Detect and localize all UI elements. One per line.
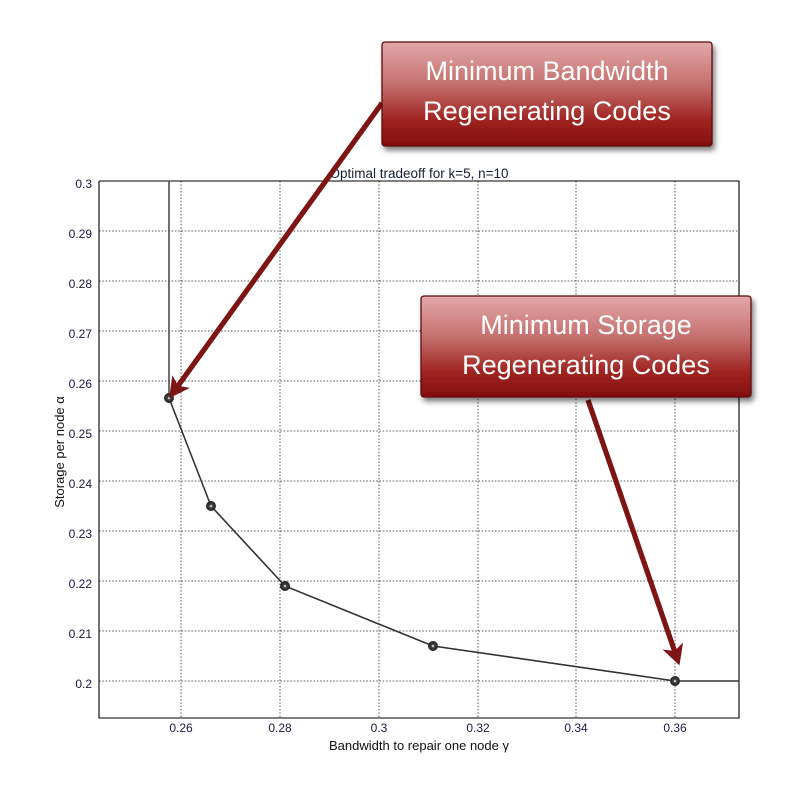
svg-text:Minimum Bandwidth: Minimum Bandwidth (425, 56, 668, 86)
svg-text:0.25: 0.25 (69, 427, 93, 441)
svg-text:Minimum Storage: Minimum Storage (480, 310, 692, 340)
svg-text:0.24: 0.24 (69, 477, 93, 491)
svg-text:0.3: 0.3 (371, 721, 388, 735)
svg-text:0.34: 0.34 (564, 721, 588, 735)
svg-text:0.29: 0.29 (69, 227, 93, 241)
svg-text:Storage per node α: Storage per node α (52, 396, 67, 508)
svg-text:0.32: 0.32 (466, 721, 490, 735)
svg-text:0.28: 0.28 (69, 277, 93, 291)
svg-text:0.26: 0.26 (69, 377, 93, 391)
svg-text:Regenerating Codes: Regenerating Codes (423, 96, 671, 126)
svg-text:0.36: 0.36 (663, 721, 687, 735)
svg-text:0.22: 0.22 (69, 577, 93, 591)
svg-text:Regenerating Codes: Regenerating Codes (462, 350, 710, 380)
svg-text:Optimal tradeoff for k=5, n=10: Optimal tradeoff for k=5, n=10 (329, 166, 508, 181)
svg-text:0.3: 0.3 (75, 177, 92, 191)
svg-text:0.23: 0.23 (69, 527, 93, 541)
svg-text:0.27: 0.27 (69, 327, 93, 341)
svg-text:0.21: 0.21 (69, 627, 93, 641)
svg-text:Bandwidth to repair one node γ: Bandwidth to repair one node γ (329, 738, 509, 753)
svg-text:0.28: 0.28 (268, 721, 292, 735)
svg-text:0.26: 0.26 (169, 721, 193, 735)
svg-text:0.2: 0.2 (75, 677, 92, 691)
